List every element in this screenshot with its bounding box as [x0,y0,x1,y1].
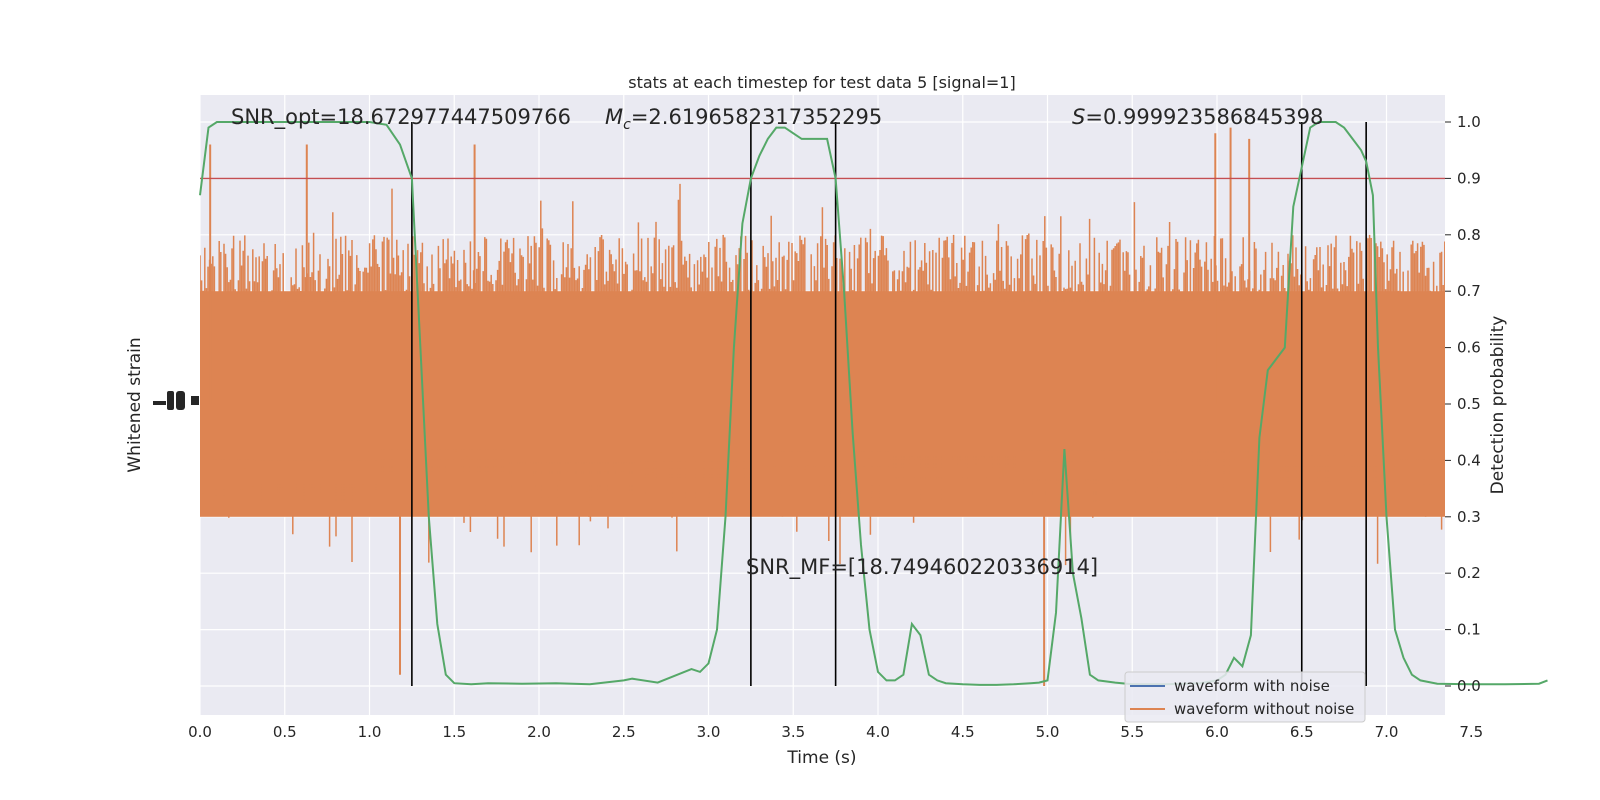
chirp-mass-annotation: Mc=2.6196582317352295 [605,105,882,133]
x-tick-label: 0.5 [273,723,297,741]
chart-title: stats at each timestep for test data 5 [… [628,73,1015,92]
y-tick-label: 0.8 [1457,226,1481,244]
x-axis-ticks: 0.0 0.5 1.0 1.5 2.0 2.5 3.0 3.5 4.0 4.5 5.0 5.5 6.0 6… [188,723,1483,741]
x-tick-label: 4.0 [866,723,890,741]
x-tick-label: 3.0 [697,723,721,741]
x-tick-label: 7.0 [1375,723,1399,741]
left-axis-marker [153,391,199,410]
y-tick-label: 0.7 [1457,282,1481,300]
x-tick-label: 7.5 [1459,723,1483,741]
s-annotation: S=0.999923586845398 [1072,105,1323,129]
x-tick-label: 4.5 [951,723,975,741]
x-tick-label: 2.0 [527,723,551,741]
x-tick-label: 1.5 [442,723,466,741]
y-tick-label: 1.0 [1457,113,1481,131]
legend-box [1124,671,1366,723]
x-tick-label: 3.5 [781,723,805,741]
y-tick-label: 0.6 [1457,339,1481,357]
x-tick-label: 6.5 [1290,723,1314,741]
y-tick-label: 0.5 [1457,395,1481,413]
x-tick-label: 0.0 [188,723,212,741]
event-markers [411,122,1367,686]
legend-label-without-noise: waveform without noise [1174,700,1354,718]
strain-series [200,127,1445,686]
legend: waveform with noise waveform without noi… [1124,671,1366,723]
y-tick-label: 0.0 [1457,677,1481,695]
y-tick-label: 0.4 [1457,451,1481,469]
snr-mf-annotation: SNR_MF=[18.749460220336914] [746,555,1098,580]
y-tick-label: 0.9 [1457,169,1481,187]
x-tick-label: 6.0 [1205,723,1229,741]
x-tick-label: 5.0 [1036,723,1060,741]
probability-line [199,121,1548,686]
x-tick-label: 5.5 [1120,723,1144,741]
legend-label-with-noise: waveform with noise [1174,677,1330,695]
y-axis-right-ticks: 0.0 0.1 0.2 0.3 0.4 0.5 0.6 0.7 0.8 0.9 1.0 [1445,113,1481,695]
x-axis-label: Time (s) [786,748,856,768]
y-tick-label: 0.3 [1457,508,1481,526]
x-tick-label: 1.0 [358,723,382,741]
x-tick-label: 2.5 [612,723,636,741]
y-tick-label: 0.2 [1457,564,1481,582]
y-axis-right-label: Detection probability [1488,316,1508,495]
snr-opt-annotation: SNR_opt=18.672977447509766 [231,105,571,130]
y-axis-left-label: Whitened strain [125,337,145,472]
strain-trace [200,183,1445,566]
y-tick-label: 0.1 [1457,621,1481,639]
